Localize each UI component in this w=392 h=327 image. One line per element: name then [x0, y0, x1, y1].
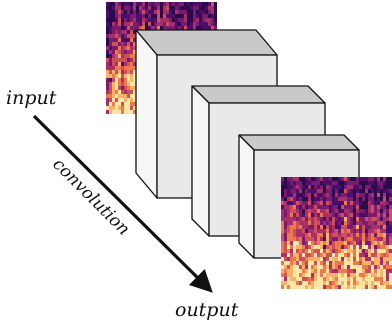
conv-block-2-top — [191, 85, 326, 104]
input-label: input — [6, 87, 57, 109]
conv-block-1-side — [135, 29, 158, 199]
conv-block-3-side — [238, 134, 255, 259]
convolution-arrow — [32, 114, 213, 293]
conv-block-1-top — [135, 29, 278, 56]
convolution-label: convolution — [48, 154, 133, 239]
conv-block-2-side — [191, 85, 210, 237]
conv-block-3-top — [238, 134, 360, 151]
output-label: output — [175, 299, 239, 321]
output-spectrogram — [281, 177, 392, 289]
